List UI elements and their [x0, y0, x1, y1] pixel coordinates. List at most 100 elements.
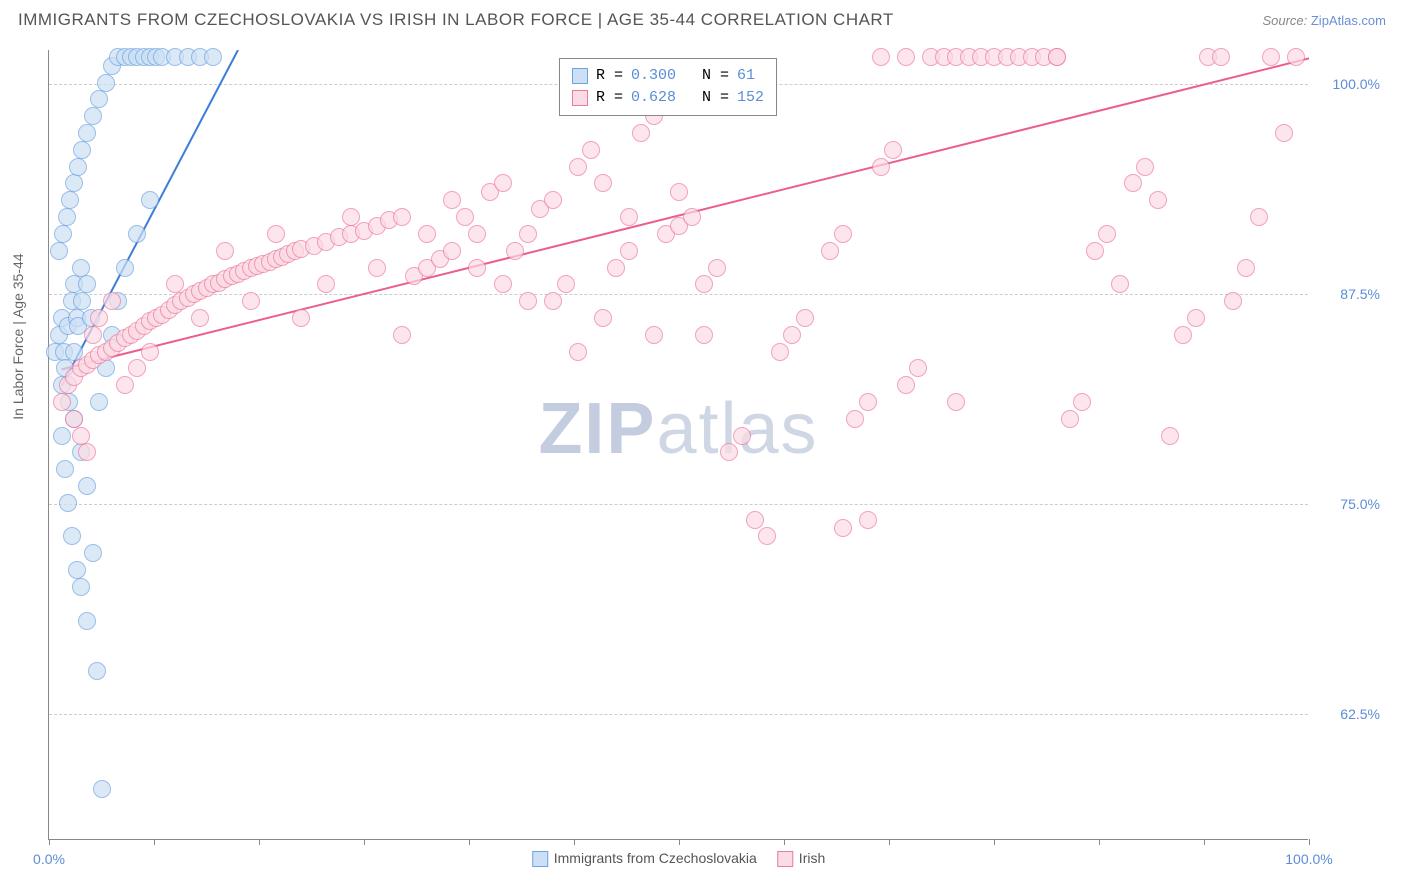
data-point-irish: [872, 158, 890, 176]
data-point-irish: [645, 326, 663, 344]
data-point-czech: [84, 544, 102, 562]
legend-item: Immigrants from Czechoslovakia: [532, 850, 757, 867]
data-point-irish: [947, 393, 965, 411]
data-point-czech: [204, 48, 222, 66]
data-point-irish: [1174, 326, 1192, 344]
data-point-czech: [56, 460, 74, 478]
x-tick: [49, 839, 50, 845]
data-point-czech: [116, 259, 134, 277]
y-tick-label: 75.0%: [1320, 496, 1380, 512]
data-point-irish: [607, 259, 625, 277]
data-point-irish: [72, 427, 90, 445]
data-point-irish: [1136, 158, 1154, 176]
r-value: 0.628: [631, 87, 676, 109]
stats-legend-row: R = 0.628 N = 152: [572, 87, 764, 109]
data-point-irish: [1275, 124, 1293, 142]
data-point-irish: [494, 174, 512, 192]
data-point-czech: [90, 393, 108, 411]
data-point-czech: [84, 107, 102, 125]
data-point-irish: [897, 376, 915, 394]
data-point-irish: [859, 511, 877, 529]
data-point-czech: [90, 90, 108, 108]
data-point-irish: [771, 343, 789, 361]
legend-item: Irish: [777, 850, 825, 867]
data-point-irish: [393, 208, 411, 226]
data-point-irish: [859, 393, 877, 411]
data-point-irish: [569, 158, 587, 176]
x-tick: [364, 839, 365, 845]
data-point-czech: [88, 662, 106, 680]
data-point-czech: [58, 208, 76, 226]
data-point-czech: [63, 527, 81, 545]
gridline-h: [49, 714, 1308, 715]
data-point-czech: [72, 578, 90, 596]
data-point-irish: [216, 242, 234, 260]
data-point-czech: [50, 242, 68, 260]
data-point-irish: [884, 141, 902, 159]
data-point-irish: [746, 511, 764, 529]
data-point-irish: [1149, 191, 1167, 209]
data-point-irish: [683, 208, 701, 226]
y-tick-label: 87.5%: [1320, 286, 1380, 302]
data-point-irish: [393, 326, 411, 344]
data-point-irish: [620, 242, 638, 260]
data-point-czech: [53, 427, 71, 445]
data-point-irish: [620, 208, 638, 226]
data-point-irish: [443, 191, 461, 209]
x-tick: [889, 839, 890, 845]
data-point-irish: [594, 174, 612, 192]
source-link[interactable]: ZipAtlas.com: [1311, 13, 1386, 28]
data-point-irish: [292, 309, 310, 327]
header: IMMIGRANTS FROM CZECHOSLOVAKIA VS IRISH …: [0, 0, 1406, 40]
data-point-irish: [834, 225, 852, 243]
x-tick: [469, 839, 470, 845]
data-point-irish: [1073, 393, 1091, 411]
data-point-irish: [1124, 174, 1142, 192]
stats-legend: R = 0.300 N = 61R = 0.628 N = 152: [559, 58, 777, 116]
data-point-irish: [1161, 427, 1179, 445]
data-point-irish: [758, 527, 776, 545]
y-axis-label: In Labor Force | Age 35-44: [10, 253, 26, 419]
data-point-irish: [582, 141, 600, 159]
gridline-h: [49, 504, 1308, 505]
data-point-irish: [1086, 242, 1104, 260]
data-point-irish: [191, 309, 209, 327]
data-point-irish: [267, 225, 285, 243]
data-point-irish: [519, 225, 537, 243]
x-tick: [1309, 839, 1310, 845]
data-point-irish: [1250, 208, 1268, 226]
data-point-irish: [632, 124, 650, 142]
data-point-czech: [78, 275, 96, 293]
data-point-irish: [1224, 292, 1242, 310]
data-point-czech: [72, 259, 90, 277]
data-point-irish: [708, 259, 726, 277]
chart-container: In Labor Force | Age 35-44 ZIPatlas 62.5…: [48, 50, 1388, 840]
data-point-irish: [834, 519, 852, 537]
data-point-irish: [368, 259, 386, 277]
x-tick: [574, 839, 575, 845]
data-point-czech: [54, 225, 72, 243]
data-point-irish: [557, 275, 575, 293]
watermark: ZIPatlas: [538, 388, 818, 470]
data-point-irish: [519, 292, 537, 310]
data-point-irish: [1262, 48, 1280, 66]
data-point-irish: [116, 376, 134, 394]
data-point-irish: [846, 410, 864, 428]
data-point-irish: [1212, 48, 1230, 66]
data-point-irish: [443, 242, 461, 260]
data-point-irish: [670, 183, 688, 201]
data-point-czech: [78, 477, 96, 495]
data-point-irish: [506, 242, 524, 260]
data-point-czech: [69, 158, 87, 176]
data-point-irish: [90, 309, 108, 327]
data-point-irish: [783, 326, 801, 344]
source-attribution: Source: ZipAtlas.com: [1262, 13, 1386, 28]
data-point-czech: [68, 561, 86, 579]
data-point-irish: [1098, 225, 1116, 243]
x-tick: [1099, 839, 1100, 845]
data-point-irish: [242, 292, 260, 310]
data-point-irish: [909, 359, 927, 377]
data-point-irish: [1048, 48, 1066, 66]
data-point-czech: [128, 225, 146, 243]
data-point-irish: [166, 275, 184, 293]
